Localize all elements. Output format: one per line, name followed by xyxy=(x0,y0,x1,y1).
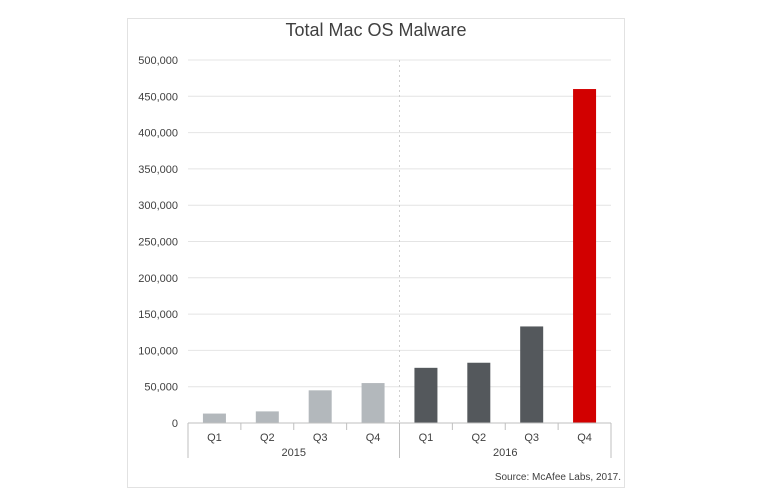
y-tick-label: 500,000 xyxy=(138,55,178,67)
y-tick-label: 0 xyxy=(172,418,178,430)
x-group-label: 2015 xyxy=(282,447,306,459)
bar-q4 xyxy=(573,89,597,423)
bar-q3 xyxy=(520,326,544,423)
x-category-label: Q3 xyxy=(313,432,328,444)
y-tick-label: 50,000 xyxy=(144,382,178,394)
chart-title: Total Mac OS Malware xyxy=(285,20,467,40)
y-tick-label: 300,000 xyxy=(138,200,178,212)
y-tick-label: 450,000 xyxy=(138,91,178,103)
y-tick-label: 150,000 xyxy=(138,309,178,321)
x-category-label: Q2 xyxy=(260,432,275,444)
x-category-label: Q2 xyxy=(471,432,486,444)
y-tick-label: 250,000 xyxy=(138,237,178,249)
x-group-label: 2016 xyxy=(493,447,517,459)
bar-q3 xyxy=(308,390,332,423)
x-category-label: Q4 xyxy=(366,432,381,444)
y-tick-label: 400,000 xyxy=(138,128,178,140)
source-note: Source: McAfee Labs, 2017. xyxy=(494,472,621,483)
bar-q4 xyxy=(361,383,385,423)
bar-q2 xyxy=(255,411,279,423)
y-tick-label: 350,000 xyxy=(138,164,178,176)
x-category-label: Q1 xyxy=(207,432,222,444)
bar-q1 xyxy=(202,413,226,423)
bar-q2 xyxy=(467,362,491,423)
x-category-label: Q3 xyxy=(524,432,539,444)
x-category-label: Q4 xyxy=(577,432,592,444)
bar-q1 xyxy=(414,367,438,423)
x-category-label: Q1 xyxy=(419,432,434,444)
y-tick-label: 200,000 xyxy=(138,273,178,285)
y-tick-label: 100,000 xyxy=(138,345,178,357)
